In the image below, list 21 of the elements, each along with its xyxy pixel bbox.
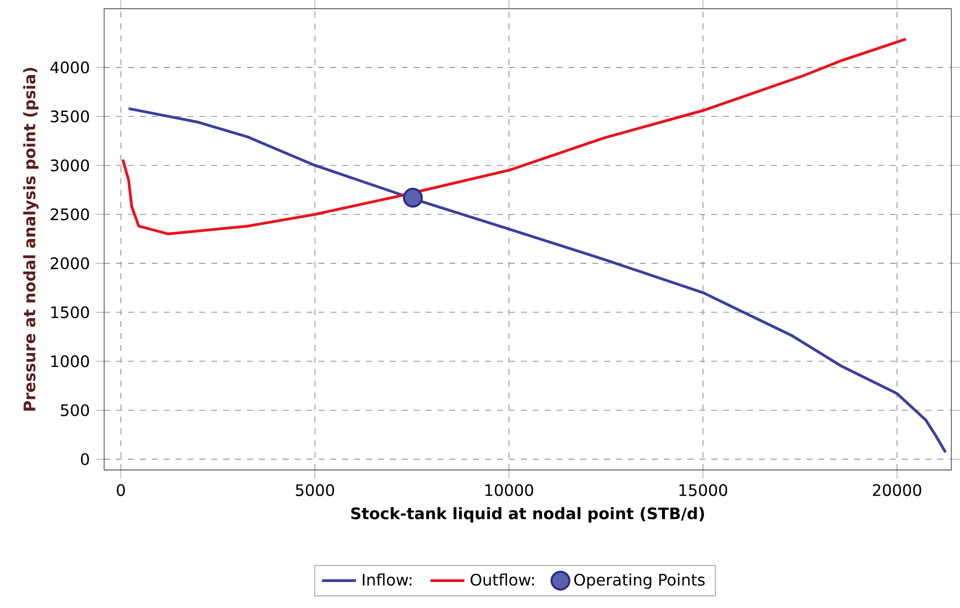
x-tick-label: 15000 bbox=[679, 484, 728, 496]
legend-label: Inflow: bbox=[362, 574, 412, 586]
x-tick-label: 10000 bbox=[485, 484, 534, 496]
y-tick-label: 2000 bbox=[50, 257, 89, 270]
y-tick-label: 1000 bbox=[51, 355, 89, 368]
y-tick-label: 2500 bbox=[50, 208, 89, 220]
y-tick-label: 1500 bbox=[51, 306, 89, 318]
x-axis-title: Stock-tank liquid at nodal point (STB/d) bbox=[351, 507, 704, 523]
legend-label: Outflow: bbox=[470, 574, 534, 586]
legend-label: Operating Points bbox=[574, 574, 705, 589]
y-tick-label: 3000 bbox=[50, 159, 89, 172]
line-series bbox=[121, 38, 908, 236]
y-tick-label: 4000 bbox=[50, 61, 89, 74]
x-tick-label: 20000 bbox=[872, 484, 922, 496]
line-series bbox=[127, 107, 947, 454]
y-tick-label: 500 bbox=[60, 404, 89, 416]
x-tick-label: 5000 bbox=[296, 484, 334, 496]
x-tick-label: 0 bbox=[116, 484, 125, 496]
y-tick-label: 3500 bbox=[50, 110, 89, 122]
y-axis-title: Pressure at nodal analysis point (psia) bbox=[23, 68, 39, 411]
y-tick-label: 0 bbox=[80, 453, 89, 466]
